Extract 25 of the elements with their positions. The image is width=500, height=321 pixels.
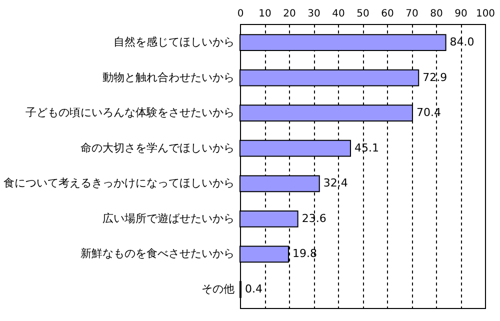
data-label: 0.4: [244, 282, 262, 296]
y-tick-label: 子どもの頃にいろんな体験をさせたいから: [26, 106, 234, 120]
x-tick-label: 30: [308, 8, 320, 20]
y-tick-label: その他: [202, 282, 234, 296]
x-tick-label: 50: [356, 8, 370, 20]
x-tick-label: 40: [332, 8, 345, 20]
x-tick-label: 10: [258, 8, 272, 20]
y-tick-label: 広い場所で遊ばせたいから: [102, 212, 234, 225]
y-tick-label: 動物と触れ合わせたいから: [102, 70, 234, 84]
data-label: 19.8: [292, 247, 318, 260]
x-tick-label: 0: [237, 8, 244, 20]
x-tick-label: 80: [430, 8, 443, 20]
x-tick-label: 90: [454, 8, 468, 20]
y-tick-label: 命の大切さを学んでほしいから: [80, 141, 234, 154]
y-tick-label: 新鮮なものを食べさせたいから: [80, 247, 234, 260]
x-tick-label: 100: [476, 8, 496, 20]
x-tick-label: 60: [381, 8, 394, 20]
y-tick-label: 自然を感じてほしいから: [114, 36, 234, 49]
x-tick-label: 70: [406, 8, 418, 20]
data-label: 23.6: [302, 212, 326, 225]
data-label: 70.4: [416, 106, 441, 120]
y-tick-label: 食について考えるきっかけになってほしいから: [4, 176, 234, 190]
data-label: 32.4: [323, 176, 348, 190]
x-tick-label: 20: [283, 8, 296, 20]
data-label: 72.9: [422, 70, 448, 84]
